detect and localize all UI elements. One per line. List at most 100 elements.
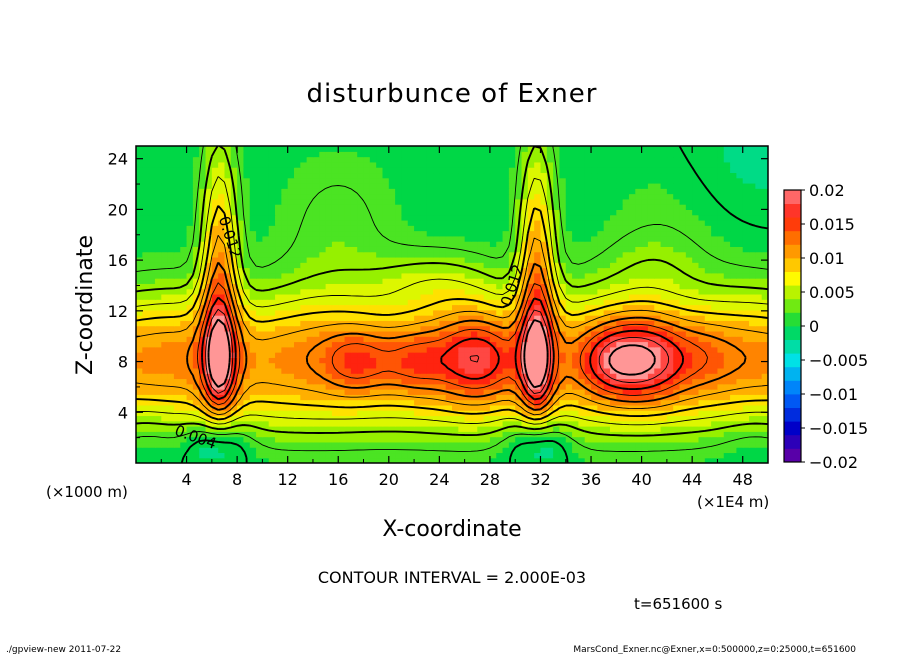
field-cell [679, 394, 687, 401]
field-cell [230, 389, 238, 395]
field-cell [319, 299, 327, 306]
field-cell [534, 288, 542, 295]
field-cell [439, 246, 447, 253]
field-cell [388, 325, 396, 332]
field-cell [363, 389, 371, 395]
field-cell [256, 394, 263, 401]
field-cell [325, 441, 333, 448]
field-cell [685, 436, 693, 443]
field-cell [173, 336, 181, 343]
field-cell [249, 410, 257, 417]
field-cell [312, 336, 320, 343]
field-cell [565, 420, 573, 427]
field-cell [249, 415, 257, 422]
field-cell [325, 198, 333, 205]
field-cell [256, 357, 263, 364]
field-cell [742, 330, 750, 337]
field-cell [218, 204, 226, 210]
field-cell [395, 336, 403, 343]
field-cell [534, 399, 542, 406]
field-cell [369, 399, 377, 406]
field-cell [572, 219, 579, 226]
field-cell [647, 288, 655, 295]
field-cell [534, 293, 542, 300]
field-cell [578, 293, 586, 300]
field-cell [388, 230, 396, 237]
field-cell [306, 267, 314, 274]
field-cell [382, 246, 390, 253]
field-cell [622, 457, 630, 463]
field-cell [167, 256, 175, 263]
field-cell [673, 457, 681, 463]
field-cell [350, 399, 358, 406]
field-cell [749, 214, 756, 221]
field-cell [363, 367, 371, 374]
field-cell [458, 436, 466, 443]
field-cell [654, 225, 662, 232]
field-cell [161, 209, 169, 216]
field-cell [439, 315, 447, 321]
field-cell [717, 315, 725, 321]
field-cell [173, 320, 181, 327]
field-cell [452, 288, 459, 295]
field-cell [483, 325, 491, 332]
field-cell [553, 283, 561, 290]
field-cell [382, 378, 390, 385]
field-cell [287, 441, 295, 448]
field-cell [199, 394, 207, 401]
field-cell [761, 209, 768, 216]
field-cell [603, 214, 611, 221]
field-cell [369, 378, 377, 385]
field-cell [591, 404, 598, 411]
field-cell [470, 299, 478, 306]
field-cell [616, 214, 624, 221]
field-cell [458, 304, 466, 311]
field-cell [230, 293, 238, 300]
field-cell [515, 341, 523, 348]
field-cell [610, 373, 617, 380]
field-cell [723, 367, 731, 374]
field-cell [237, 267, 245, 274]
field-cell [717, 251, 725, 258]
field-cell [704, 383, 712, 390]
field-cell [395, 204, 403, 210]
field-cell [578, 420, 586, 427]
field-cell [136, 457, 143, 463]
field-cell [628, 362, 636, 369]
field-cell [666, 394, 674, 401]
field-cell [647, 436, 655, 443]
field-cell [521, 320, 529, 327]
field-cell [268, 431, 276, 438]
field-cell [300, 399, 308, 406]
field-cell [161, 373, 169, 380]
field-cell [565, 267, 573, 274]
field-cell [401, 214, 409, 221]
field-cell [622, 241, 630, 247]
field-cell [300, 441, 308, 448]
field-cell [458, 315, 466, 321]
field-cell [136, 404, 143, 411]
field-cell [704, 399, 712, 406]
field-cell [610, 378, 617, 385]
field-cell [584, 256, 592, 263]
field-cell [685, 399, 693, 406]
field-cell [673, 262, 681, 269]
field-cell [584, 278, 592, 284]
field-cell [470, 214, 478, 221]
field-cell [275, 262, 282, 269]
field-cell [376, 272, 384, 279]
field-cell [704, 299, 712, 306]
field-cell [331, 198, 339, 205]
field-cell [148, 267, 156, 274]
field-cell [414, 262, 421, 269]
field-cell [749, 452, 756, 459]
field-cell [477, 315, 485, 321]
field-cell [382, 367, 390, 374]
field-cell [319, 278, 327, 284]
field-cell [237, 457, 245, 463]
field-cell [344, 336, 352, 343]
field-cell [553, 367, 561, 374]
field-cell [477, 209, 485, 216]
field-cell [578, 235, 586, 242]
field-cell [350, 293, 358, 300]
